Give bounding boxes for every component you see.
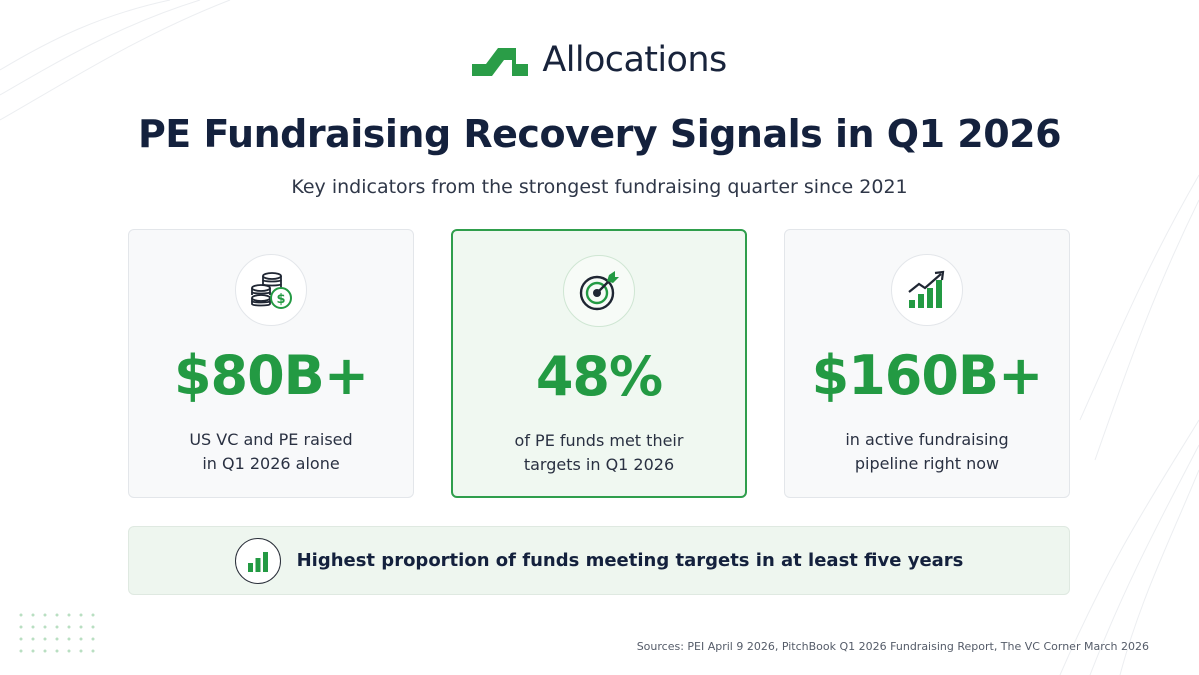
card-icon-circle <box>563 255 635 327</box>
stat-description-line: in active fundraising <box>845 430 1009 449</box>
page-title: PE Fundraising Recovery Signals in Q1 20… <box>137 112 1062 156</box>
stat-description-line: pipeline right now <box>854 454 1000 473</box>
page-subtitle: Key indicators from the strongest fundra… <box>291 176 908 198</box>
stat-value: $160B+ <box>811 344 1044 407</box>
allocations-logo-icon <box>472 48 529 76</box>
stat-description-line: in Q1 2026 alone <box>202 454 340 473</box>
highlight-banner: Highest proportion of funds meeting targ… <box>128 526 1070 595</box>
stat-value: 48% <box>535 345 663 408</box>
banner-icon-circle <box>234 537 281 584</box>
svg-text:$: $ <box>276 292 285 307</box>
stat-value: $80B+ <box>173 344 369 407</box>
stat-card-funds-met-targets: 48% of PE funds met their targets in Q1 … <box>451 229 747 498</box>
stat-description-line: US VC and PE raised <box>189 430 353 449</box>
growth-chart-icon <box>908 270 945 308</box>
stat-description-line: of PE funds met their <box>514 431 684 450</box>
sources-footnote: Sources: PEI April 9 2026, PitchBook Q1 … <box>636 640 1149 653</box>
stat-description-line: targets in Q1 2026 <box>523 455 675 474</box>
brand-name: Allocations <box>542 40 727 80</box>
stat-card-capital-raised: $ $80B+ US VC and PE raised in Q1 2026 a… <box>128 229 414 498</box>
brand-logo: Allocations <box>0 40 1199 80</box>
bar-chart-icon <box>247 551 268 572</box>
target-arrow-icon <box>579 271 619 311</box>
stat-card-fundraising-pipeline: $160B+ in active fundraising pipeline ri… <box>784 229 1070 498</box>
stat-description: of PE funds met their targets in Q1 2026 <box>453 429 745 477</box>
banner-text: Highest proportion of funds meeting targ… <box>296 550 964 571</box>
card-icon-circle <box>891 254 963 326</box>
stat-description: in active fundraising pipeline right now <box>785 428 1069 476</box>
stat-description: US VC and PE raised in Q1 2026 alone <box>129 428 413 476</box>
dot-grid-decoration <box>19 613 95 653</box>
card-icon-circle: $ <box>235 254 307 326</box>
coins-dollar-icon: $ <box>251 272 292 309</box>
